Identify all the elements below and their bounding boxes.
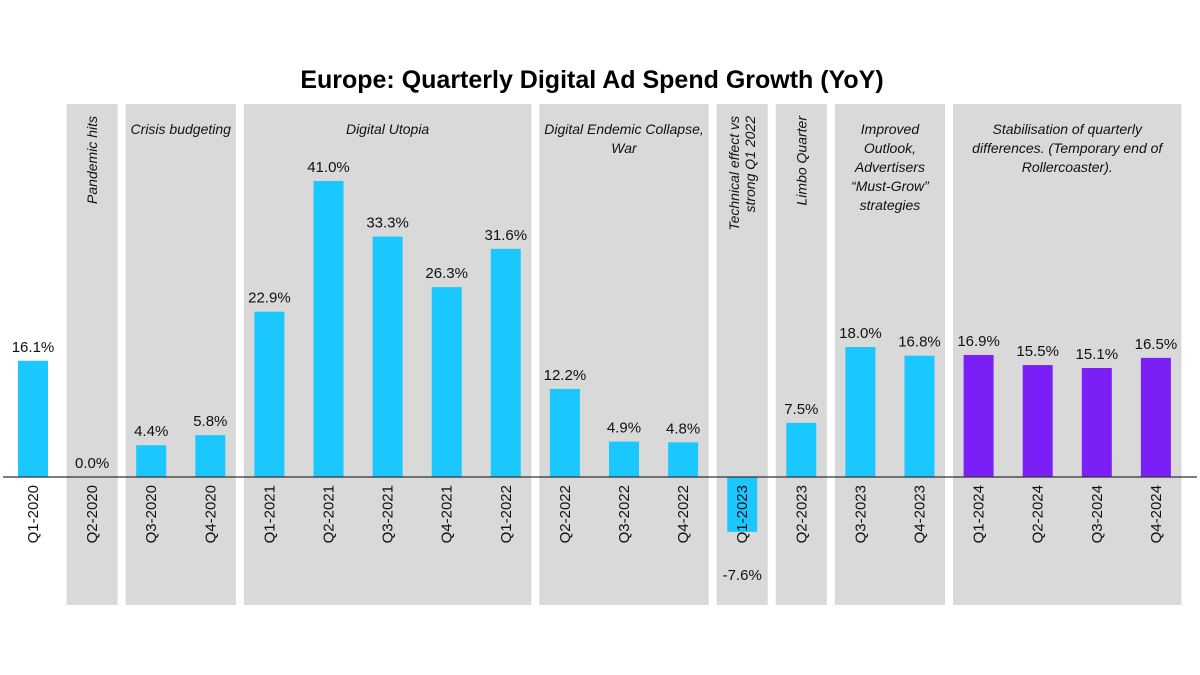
bar xyxy=(18,360,48,477)
category-label: Q3-2023 xyxy=(852,485,869,543)
annotation-label: Pandemic hits xyxy=(84,116,100,204)
category-label: Q1-2023 xyxy=(734,485,751,543)
chart-title: Europe: Quarterly Digital Ad Spend Growt… xyxy=(300,66,883,94)
category-label: Q3-2021 xyxy=(380,485,397,543)
data-label: 41.0% xyxy=(307,159,350,176)
bar xyxy=(372,236,403,477)
data-label: 26.3% xyxy=(425,265,468,282)
category-label: Q4-2022 xyxy=(675,485,692,543)
bar xyxy=(668,442,699,477)
category-label: Q3-2022 xyxy=(616,485,633,543)
annotation-label: “Must-Grow” xyxy=(851,178,930,194)
data-label: 12.2% xyxy=(544,367,587,384)
category-label: Q2-2024 xyxy=(1030,485,1047,543)
annotation-label: Digital Endemic Collapse, xyxy=(544,121,704,137)
annotation-label: strong Q1 2022 xyxy=(742,116,758,213)
bar xyxy=(549,388,580,477)
category-label: Q3-2020 xyxy=(143,485,160,543)
bars xyxy=(18,180,1171,532)
category-label: Q3-2024 xyxy=(1089,485,1106,543)
bar xyxy=(313,180,344,478)
category-label: Q2-2021 xyxy=(321,485,338,543)
annotation-region xyxy=(539,104,709,605)
bar xyxy=(1081,367,1112,477)
data-label: 18.0% xyxy=(839,325,882,342)
annotation-label: Improved xyxy=(861,121,921,137)
annotation-region xyxy=(953,104,1182,605)
bar xyxy=(609,441,639,477)
annotation-regions: Pandemic hits Crisis budgeting Digital Uto… xyxy=(66,104,1182,605)
data-label: 16.5% xyxy=(1135,336,1178,353)
category-label: Q1-2021 xyxy=(261,485,278,543)
annotation-label: Advertisers xyxy=(854,159,925,175)
bar xyxy=(845,347,876,477)
annotation-label: Limbo Quarter xyxy=(793,115,809,206)
annotation-label: Outlook, xyxy=(864,140,916,156)
annotation-label: Digital Utopia xyxy=(346,121,429,137)
annotation-label: Stabilisation of quarterly xyxy=(993,121,1143,137)
data-label: 16.8% xyxy=(898,334,941,351)
data-label: 0.0% xyxy=(75,455,109,472)
category-label: Q2-2022 xyxy=(557,485,574,543)
bar xyxy=(1140,357,1171,477)
bar xyxy=(431,287,462,477)
data-labels: 16.1% 0.0% 4.4% 5.8% 22.9% 41.0% 33.3% 26.3% 31.… xyxy=(12,159,1177,584)
bar xyxy=(254,311,285,477)
data-label: 16.9% xyxy=(957,333,1000,350)
category-label: Q4-2020 xyxy=(202,485,219,543)
data-label: 15.5% xyxy=(1016,343,1059,360)
bar xyxy=(904,355,935,477)
data-label: 4.8% xyxy=(666,420,700,437)
bar xyxy=(490,248,521,477)
data-label: 16.1% xyxy=(12,339,55,356)
category-label: Q2-2023 xyxy=(793,485,810,543)
data-label: 22.9% xyxy=(248,290,291,307)
data-label: 33.3% xyxy=(366,215,409,232)
data-label: 4.4% xyxy=(134,423,168,440)
annotation-label: Technical effect vs xyxy=(726,116,742,231)
category-label: Q2-2020 xyxy=(84,485,101,543)
category-label: Q1-2024 xyxy=(971,485,988,543)
annotation-region xyxy=(125,104,236,605)
data-label: 15.1% xyxy=(1076,346,1119,363)
annotation-region xyxy=(775,104,827,605)
data-label: -7.6% xyxy=(723,567,762,584)
category-label: Q1-2022 xyxy=(498,485,515,543)
data-label: 5.8% xyxy=(193,413,227,430)
data-label: 4.9% xyxy=(607,420,641,437)
bar xyxy=(727,477,758,532)
annotation-label: strategies xyxy=(860,197,921,213)
annotation-label: Crisis budgeting xyxy=(131,121,232,137)
data-label: 31.6% xyxy=(485,227,528,244)
bar xyxy=(136,445,167,477)
data-label: 7.5% xyxy=(784,401,818,418)
category-label: Q4-2023 xyxy=(912,485,929,543)
annotation-region xyxy=(66,104,118,605)
bar xyxy=(1022,365,1053,477)
annotation-label: differences. (Temporary end of xyxy=(972,140,1164,156)
category-label: Q4-2024 xyxy=(1148,485,1165,543)
annotation-label: War xyxy=(611,140,638,156)
bar xyxy=(963,354,994,477)
category-labels: Q1-2020 Q2-2020 Q3-2020 Q4-2020 Q1-2021 Q2-20… xyxy=(25,485,1165,543)
bar xyxy=(786,422,817,477)
category-label: Q4-2021 xyxy=(439,485,456,543)
annotation-label: Rollercoaster). xyxy=(1022,159,1113,175)
category-label: Q1-2020 xyxy=(25,485,42,543)
bar xyxy=(195,435,226,477)
